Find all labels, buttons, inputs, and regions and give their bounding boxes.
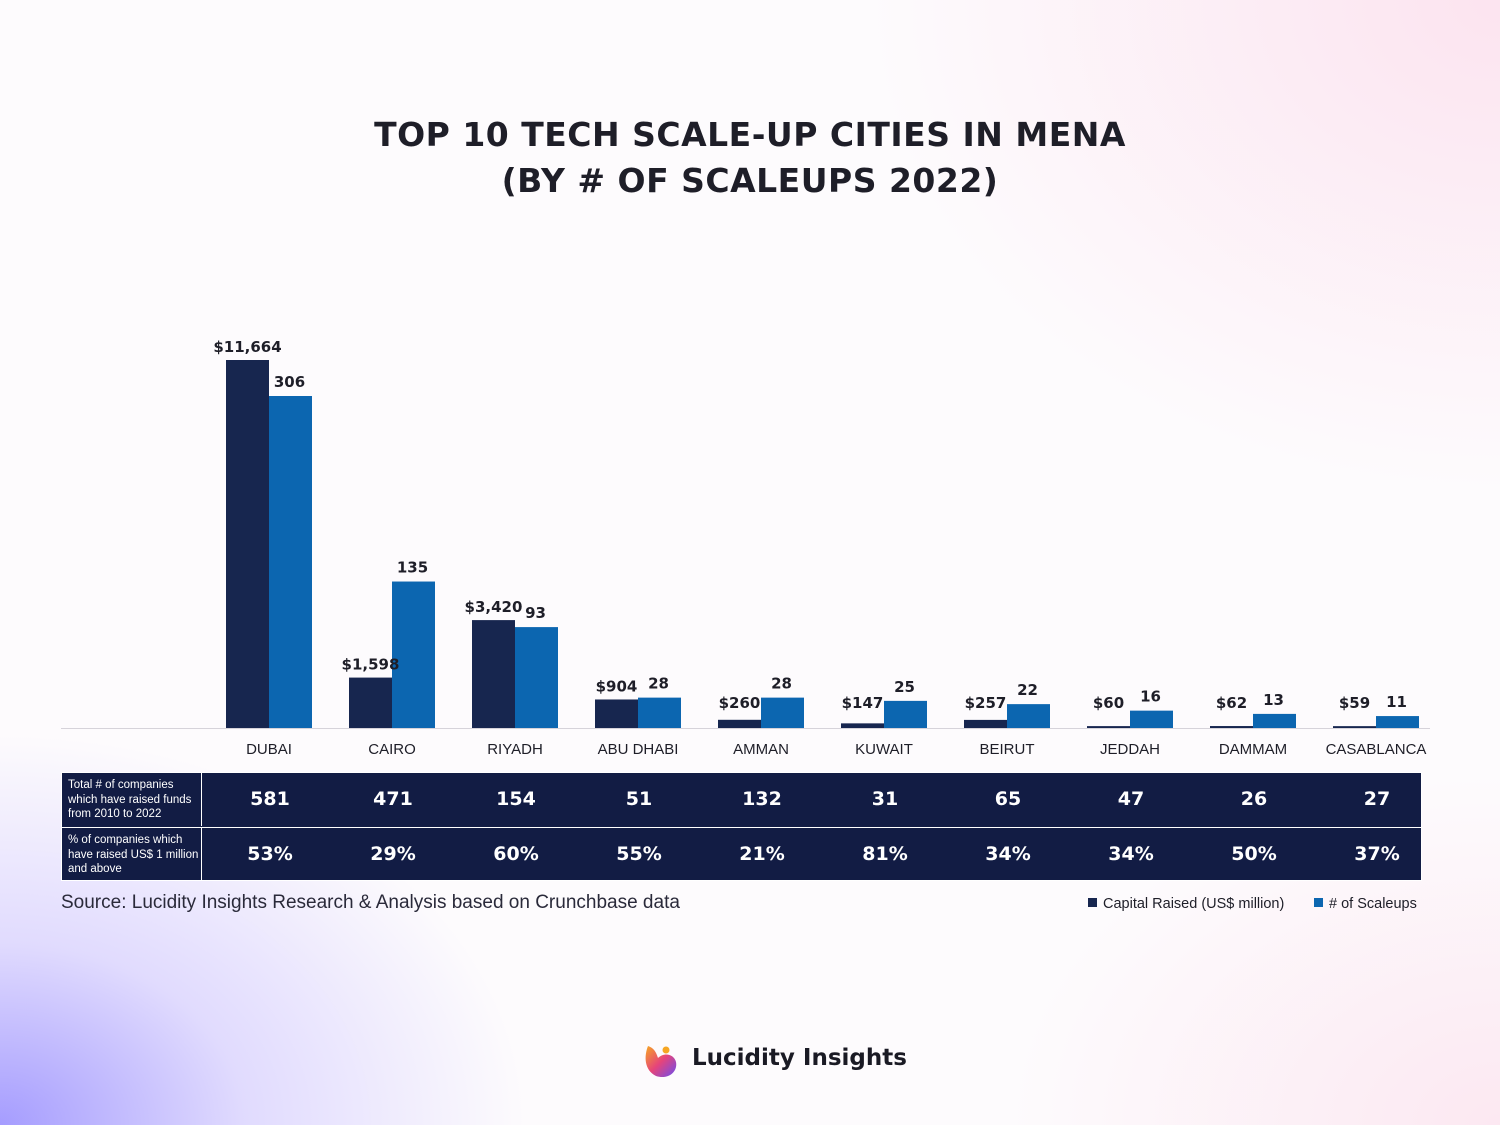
cell-percent-1m-2: 60% <box>493 843 539 865</box>
label-scaleups-4: 28 <box>771 675 792 693</box>
label-scaleups-0: 306 <box>274 373 305 391</box>
bar-chart: $11,664 306 DUBAI $1,598 135 CAIRO $3,420 93 RIY… <box>61 338 1430 758</box>
bar-scaleups-0 <box>269 396 312 728</box>
companies-table: Total # of companies which have raised f… <box>61 772 1422 881</box>
bar-capital-7 <box>1087 726 1130 728</box>
cell-percent-1m-8: 50% <box>1231 843 1277 865</box>
cell-percent-1m-1: 29% <box>370 843 416 865</box>
cell-total-companies-1: 471 <box>373 788 413 810</box>
label-scaleups-2: 93 <box>525 604 546 622</box>
row-header-percent-1m: % of companies which have raised US$ 1 m… <box>62 828 202 881</box>
title-line-2: (BY # OF SCALEUPS 2022) <box>501 161 999 200</box>
bar-capital-5 <box>841 723 884 728</box>
category-label-3: ABU DHABI <box>598 741 679 758</box>
legend-swatch-scaleups <box>1314 898 1323 907</box>
label-scaleups-8: 13 <box>1263 691 1284 709</box>
cell-percent-1m-9: 37% <box>1354 843 1400 865</box>
label-capital-3: $904 <box>596 677 638 695</box>
cell-total-companies-0: 581 <box>250 788 290 810</box>
category-label-8: DAMMAM <box>1219 741 1287 758</box>
cell-total-companies-9: 27 <box>1363 788 1391 810</box>
bar-capital-0 <box>226 360 269 728</box>
lucidity-logo-icon <box>645 1046 677 1078</box>
bar-scaleups-7 <box>1130 710 1173 728</box>
label-capital-2: $3,420 <box>465 598 523 616</box>
legend-label-scaleups: # of Scaleups <box>1329 896 1417 912</box>
bar-scaleups-4 <box>761 697 804 728</box>
bar-capital-1 <box>349 677 392 728</box>
cell-percent-1m-4: 21% <box>739 843 785 865</box>
label-capital-4: $260 <box>719 694 761 712</box>
label-scaleups-9: 11 <box>1386 693 1407 711</box>
label-capital-0: $11,664 <box>213 338 281 356</box>
title-line-1: TOP 10 TECH SCALE-UP CITIES IN MENA <box>374 115 1126 154</box>
label-scaleups-3: 28 <box>648 675 669 693</box>
bar-capital-9 <box>1333 726 1376 728</box>
cell-total-companies-5: 31 <box>871 788 899 810</box>
cell-percent-1m-0: 53% <box>247 843 293 865</box>
bar-capital-8 <box>1210 726 1253 728</box>
legend-item-scaleups: # of Scaleups <box>1314 896 1417 912</box>
category-label-7: JEDDAH <box>1100 741 1160 758</box>
bar-scaleups-2 <box>515 627 558 728</box>
bar-capital-4 <box>718 719 761 728</box>
category-label-4: AMMAN <box>733 741 789 758</box>
label-capital-6: $257 <box>965 694 1007 712</box>
cell-total-companies-2: 154 <box>496 788 536 810</box>
chart-title: TOP 10 TECH SCALE-UP CITIES IN MENA (BY … <box>0 112 1500 204</box>
legend-label-capital: Capital Raised (US$ million) <box>1103 896 1285 912</box>
bar-scaleups-6 <box>1007 704 1050 728</box>
category-label-6: BEIRUT <box>979 741 1034 758</box>
cell-percent-1m-6: 34% <box>985 843 1031 865</box>
legend-item-capital: Capital Raised (US$ million) <box>1088 896 1284 912</box>
bar-scaleups-8 <box>1253 713 1296 728</box>
category-label-1: CAIRO <box>368 741 416 758</box>
category-label-0: DUBAI <box>246 741 292 758</box>
label-scaleups-5: 25 <box>894 678 915 696</box>
cell-total-companies-6: 65 <box>994 788 1022 810</box>
category-label-9: CASABLANCA <box>1326 741 1427 758</box>
cell-total-companies-4: 132 <box>742 788 782 810</box>
label-capital-9: $59 <box>1339 694 1370 712</box>
source-note: Source: Lucidity Insights Research & Ana… <box>61 892 680 913</box>
category-label-5: KUWAIT <box>855 741 913 758</box>
bar-scaleups-3 <box>638 697 681 728</box>
label-scaleups-6: 22 <box>1017 681 1038 699</box>
label-capital-5: $147 <box>842 694 884 712</box>
logo-text: Lucidity Insights <box>692 1045 907 1071</box>
label-scaleups-7: 16 <box>1140 688 1161 706</box>
cell-percent-1m-5: 81% <box>862 843 908 865</box>
label-scaleups-1: 135 <box>397 559 428 577</box>
bar-capital-3 <box>595 699 638 728</box>
bar-capital-2 <box>472 620 515 728</box>
bar-scaleups-9 <box>1376 716 1419 728</box>
bar-scaleups-1 <box>392 581 435 728</box>
legend-swatch-capital <box>1088 898 1097 907</box>
category-label-2: RIYADH <box>487 741 543 758</box>
bar-scaleups-5 <box>884 700 927 728</box>
label-capital-7: $60 <box>1093 694 1124 712</box>
cell-total-companies-3: 51 <box>625 788 653 810</box>
cell-total-companies-7: 47 <box>1117 788 1145 810</box>
bar-capital-6 <box>964 719 1007 728</box>
label-capital-8: $62 <box>1216 694 1247 712</box>
row-header-total-companies: Total # of companies which have raised f… <box>62 773 202 826</box>
cell-percent-1m-3: 55% <box>616 843 662 865</box>
table-row-total-companies: Total # of companies which have raised f… <box>62 773 1421 826</box>
cell-percent-1m-7: 34% <box>1108 843 1154 865</box>
table-row-percent-1m: % of companies which have raised US$ 1 m… <box>62 827 1421 881</box>
cell-total-companies-8: 26 <box>1240 788 1268 810</box>
label-capital-1: $1,598 <box>342 656 400 674</box>
